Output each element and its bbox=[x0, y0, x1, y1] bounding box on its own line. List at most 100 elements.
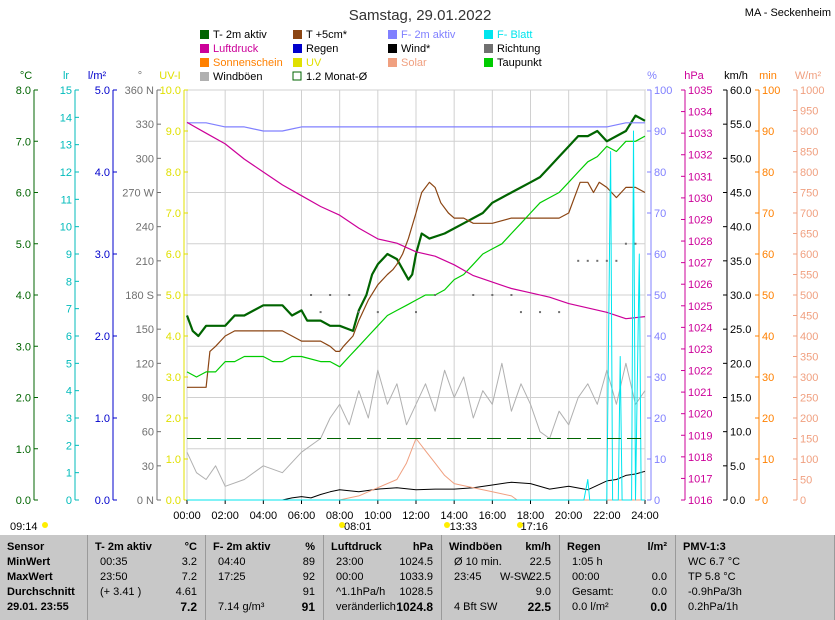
tick-label: 950 bbox=[800, 106, 818, 118]
y-axes: 0.01.02.03.04.05.06.07.08.00123456789101… bbox=[16, 85, 825, 507]
axis-units: °C lr l/m² ° UV-I% hPa km/h min W/m² bbox=[20, 70, 822, 82]
table-column: F- 2m aktiv% 04:40 89 17:25 92 91 7.14 g/m³ 91 bbox=[206, 535, 324, 620]
tick-label: 240 bbox=[136, 222, 154, 234]
tick-label: 850 bbox=[800, 147, 818, 159]
tick-label: 0.0 bbox=[166, 495, 181, 507]
series-solar bbox=[187, 438, 645, 501]
x-tick-label: 22:00 bbox=[593, 510, 621, 522]
cell-value: 0.0 bbox=[651, 586, 667, 598]
tick-label: 550 bbox=[800, 270, 818, 282]
tick-label: 80 bbox=[762, 167, 774, 179]
tick-label: 4.0 bbox=[95, 167, 110, 179]
tick-label: 1000 bbox=[800, 85, 824, 97]
sun-axis-unit: min bbox=[759, 70, 777, 82]
tick-label: 0.0 bbox=[730, 495, 745, 507]
legend-swatch bbox=[484, 58, 493, 67]
cell-label: (+ 3.41 ) bbox=[100, 586, 142, 598]
chart-title: Samstag, 29.01.2022 bbox=[349, 7, 492, 24]
table-column: PMV-1:3 WC 6.7 °C TP 5.8 °C -0.9hPa/3h 0.2hP… bbox=[676, 535, 835, 620]
column-title: F- 2m aktiv bbox=[213, 541, 271, 553]
sun-markers: 09:14 08:01 13:33 17:16 bbox=[10, 521, 548, 533]
tick-label: 300 bbox=[800, 372, 818, 384]
column-title: Regen bbox=[567, 541, 601, 553]
cell-label: 23:00 bbox=[336, 556, 364, 568]
cell-label: veränderlich bbox=[336, 601, 396, 613]
cell-label: 00:00 bbox=[336, 571, 364, 583]
direction-point bbox=[434, 294, 437, 296]
cell-value: 4.61 bbox=[175, 586, 197, 598]
tick-label: 150 bbox=[800, 434, 818, 446]
tick-label: 1032 bbox=[688, 150, 712, 162]
table-header: Sensor bbox=[0, 540, 87, 555]
tick-label: 1021 bbox=[688, 387, 712, 399]
legend-swatch bbox=[293, 44, 302, 53]
tick-label: 450 bbox=[800, 311, 818, 323]
tick-label: 60.0 bbox=[730, 85, 751, 97]
legend-entry: F- Blatt bbox=[497, 29, 532, 41]
table-row: 29.01. 23:55 bbox=[0, 600, 87, 615]
tick-label: 6.0 bbox=[166, 249, 181, 261]
direction-point bbox=[329, 294, 332, 296]
tick-label: 4.0 bbox=[16, 290, 31, 302]
direction-point bbox=[596, 259, 599, 262]
table-row: 23:50 7.2 bbox=[88, 570, 205, 585]
x-axis: 00:00 02:00 04:00 06:00 08:00 10:00 12:00 14:00… bbox=[173, 500, 659, 522]
rain-axis-unit: l/m² bbox=[88, 70, 107, 82]
cell-value: 1028.5 bbox=[399, 586, 433, 598]
x-tick-label: 24:00 bbox=[631, 510, 659, 522]
cell-value: 91 bbox=[302, 586, 315, 598]
cell-label: WC 6.7 °C bbox=[688, 556, 741, 568]
station-name: MA - Seckenheim bbox=[745, 7, 831, 19]
direction-point bbox=[472, 294, 475, 296]
table-row: Durchschnitt bbox=[0, 585, 87, 600]
legend-entry: Windböen bbox=[213, 71, 263, 83]
cell-label: 00:00 bbox=[572, 571, 600, 583]
tick-label: 11 bbox=[61, 194, 72, 206]
tick-label: 5.0 bbox=[16, 239, 31, 251]
direction-point bbox=[586, 259, 589, 262]
direction-point bbox=[510, 294, 513, 296]
tick-label: 1028 bbox=[688, 236, 712, 248]
legend-entry: Luftdruck bbox=[213, 43, 259, 55]
cell-value: 3.2 bbox=[181, 556, 197, 568]
tick-label: 40 bbox=[762, 331, 774, 343]
table-column: Sensor MinWert MaxWert Durchschnitt 29.01. 2… bbox=[0, 535, 88, 620]
direction-point bbox=[577, 259, 580, 262]
hum-axis-unit: % bbox=[647, 70, 657, 82]
tick-label: 5.0 bbox=[166, 290, 181, 302]
cell-label: ^1.1hPa/h bbox=[336, 586, 386, 598]
plot-grid bbox=[186, 89, 646, 501]
table-row: 0.2hPa/1h bbox=[676, 600, 834, 615]
tick-label: 80 bbox=[654, 167, 666, 179]
cell-value: 1024.5 bbox=[399, 556, 433, 568]
tick-label: 40.0 bbox=[730, 222, 751, 234]
direction-point bbox=[319, 311, 322, 314]
cell-value: 91 bbox=[301, 600, 315, 614]
tick-label: 330 bbox=[136, 119, 154, 131]
tick-label: 1022 bbox=[688, 366, 712, 378]
tick-label: 1 bbox=[66, 468, 72, 480]
tick-label: 3.0 bbox=[16, 341, 31, 353]
x-tick-label: 02:00 bbox=[211, 510, 239, 522]
tick-label: 20.0 bbox=[730, 358, 751, 370]
tick-label: 900 bbox=[800, 126, 818, 138]
weather-chart: Samstag, 29.01.2022 MA - Seckenheim T- 2… bbox=[10, 7, 831, 533]
legend-swatch bbox=[200, 72, 209, 81]
table-row: 0.0 l/m² 0.0 bbox=[560, 600, 675, 615]
cell-label: 23:50 bbox=[100, 571, 128, 583]
tick-label: 100 bbox=[654, 85, 672, 97]
legend-entry: Regen bbox=[306, 43, 338, 55]
table-column: T- 2m aktiv °C 00:35 3.2 23:50 7.2 (+ 3.41 ) 4.… bbox=[88, 535, 206, 620]
legend-swatch bbox=[200, 44, 209, 53]
tick-label: 100 bbox=[800, 454, 818, 466]
tick-label: 1.0 bbox=[16, 444, 31, 456]
tick-label: 0 bbox=[654, 495, 660, 507]
legend-entry: Sonnenschein bbox=[213, 57, 283, 69]
lr-axis-unit: lr bbox=[63, 70, 69, 82]
tick-label: 4.0 bbox=[166, 331, 181, 343]
table-header: T- 2m aktiv °C bbox=[88, 540, 205, 555]
cell-value: 9.0 bbox=[535, 586, 551, 598]
table-row: 7.2 bbox=[88, 600, 205, 615]
cell-label: 0.0 l/m² bbox=[572, 601, 609, 613]
x-tick-label: 16:00 bbox=[479, 510, 507, 522]
